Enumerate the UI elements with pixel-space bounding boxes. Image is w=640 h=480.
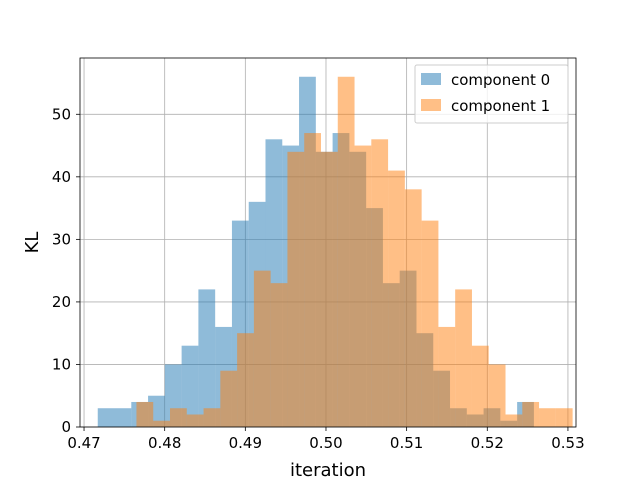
histogram-bar-component-1 — [371, 139, 389, 427]
legend-box — [414, 64, 569, 124]
y-axis-label: KL — [22, 232, 43, 254]
histogram-bar-component-1 — [354, 145, 372, 427]
histogram-bar-component-1 — [388, 170, 405, 427]
histogram-bar-component-1 — [153, 420, 171, 427]
histogram-bar-component-1 — [421, 220, 439, 427]
x-tick-label: 0.48 — [148, 434, 181, 452]
legend: component 0 component 1 — [414, 64, 569, 124]
bars — [97, 76, 573, 428]
histogram-bar-component-1 — [522, 401, 540, 427]
histogram-bar-component-1 — [320, 151, 338, 428]
legend-label-component-0: component 0 — [451, 71, 550, 89]
y-tick-label: 30 — [52, 230, 71, 248]
histogram-bar-component-1 — [488, 364, 506, 427]
histogram-bar-component-1 — [438, 326, 456, 427]
x-tick-label: 0.50 — [309, 434, 342, 452]
histogram-bar-component-1 — [337, 76, 355, 428]
histogram-bar-component-1 — [304, 133, 321, 427]
histogram-bar-component-1 — [404, 189, 422, 427]
histogram-bar-component-1 — [555, 408, 573, 427]
histogram-bar-component-1 — [186, 414, 204, 427]
plot-frame — [79, 57, 577, 428]
y-tick-label: 40 — [52, 168, 71, 186]
legend-label-component-1: component 1 — [451, 97, 550, 115]
histogram-bar-component-1 — [253, 270, 271, 427]
x-tick-label: 0.51 — [390, 434, 423, 452]
histogram-bar-component-1 — [237, 333, 254, 427]
y-tick-label: 20 — [52, 293, 71, 311]
histogram-bar-component-1 — [203, 408, 221, 427]
histogram-bar-component-1 — [455, 289, 472, 427]
histogram-bar-component-0 — [198, 289, 216, 427]
histogram-bar-component-0 — [181, 345, 199, 427]
histogram-bar-component-1 — [270, 283, 288, 427]
y-tick-label: 0 — [61, 418, 71, 436]
histogram-bar-component-1 — [539, 408, 556, 427]
histogram-bar-component-1 — [136, 401, 154, 427]
ticks: 0.47 0.48 0.49 0.50 0.51 0.52 0.53 0 10 20 30 40 50 — [52, 105, 585, 452]
x-tick-label: 0.53 — [551, 434, 584, 452]
x-axis-label: iteration — [290, 460, 366, 480]
histogram-bar-component-0 — [114, 408, 132, 427]
y-tick-label: 10 — [52, 355, 71, 373]
histogram-bar-component-1 — [287, 151, 305, 428]
histogram-bar-component-1 — [170, 408, 187, 427]
x-tick-label: 0.47 — [67, 434, 100, 452]
histogram-bar-component-0 — [97, 408, 115, 427]
histogram-bar-component-1 — [505, 414, 523, 427]
x-tick-label: 0.49 — [229, 434, 262, 452]
y-tick-label: 50 — [52, 105, 71, 123]
legend-swatch-component-1 — [421, 99, 441, 111]
x-tick-label: 0.52 — [471, 434, 504, 452]
legend-swatch-component-0 — [421, 73, 441, 85]
histogram-bar-component-1 — [220, 370, 238, 427]
histogram-bar-component-1 — [471, 345, 489, 427]
